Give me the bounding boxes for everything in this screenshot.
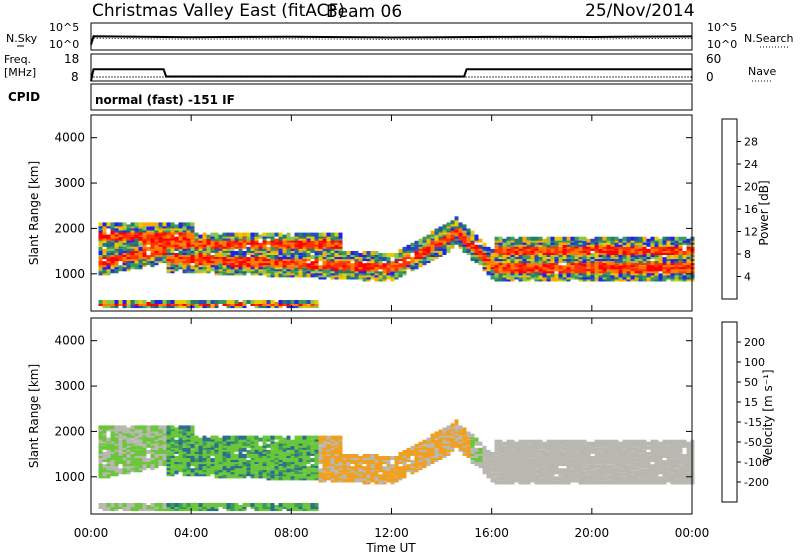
- time-tick: 00:00: [675, 526, 710, 540]
- time-tick: 04:00: [174, 526, 209, 540]
- station-title: Christmas Valley East (fitACF): [92, 1, 345, 21]
- date-title: 25/Nov/2014: [585, 1, 695, 21]
- colorbar-tick: -15: [744, 416, 762, 429]
- colorbar-tick: 100: [744, 356, 765, 369]
- velocity-heatmap: [98, 419, 695, 512]
- freq-panel: Freq. [MHz] 18 8 60 0 Nave: [4, 52, 776, 84]
- time-tick: 12:00: [374, 526, 409, 540]
- range-tick: 1000: [54, 470, 85, 484]
- nsky-tick-bottom: 10^0: [49, 38, 79, 51]
- time-tick: 08:00: [274, 526, 309, 540]
- freq-tick-bottom: 8: [71, 70, 79, 84]
- cpid-text: normal (fast) -151 IF: [95, 93, 235, 107]
- nave-tick-bottom: 0: [706, 70, 714, 84]
- range-tick: 4000: [54, 131, 85, 145]
- time-tick: 00:00: [74, 526, 109, 540]
- range-tick: 4000: [54, 334, 85, 348]
- power-heatmap: [98, 216, 695, 309]
- nsky-label: N.Sky: [6, 32, 38, 45]
- colorbar-tick: 20: [744, 181, 758, 194]
- nsearch-label: N.Search: [744, 32, 794, 45]
- nave-label: Nave: [748, 65, 776, 78]
- freq-label: Freq.: [4, 53, 31, 66]
- colorbar-tick: 4: [744, 271, 751, 284]
- x-axis: 00:00 04:00 08:00 12:00 16:00 20:00 00:00: [74, 115, 710, 540]
- colorbar-tick: 16: [744, 203, 758, 216]
- power-colorbar: 28 24 20 16 12 8 4: [721, 118, 758, 300]
- beam-title: Beam 06: [326, 2, 402, 22]
- colorbar-tick: -100: [744, 456, 769, 469]
- nsky-line: [90, 35, 693, 45]
- x-axis-label: Time UT: [365, 541, 416, 554]
- freq-unit-label: [MHz]: [4, 66, 36, 79]
- freq-tick-top: 18: [64, 52, 79, 66]
- colorbar-tick: -50: [744, 436, 762, 449]
- colorbar-tick: 12: [744, 226, 758, 239]
- noise-panel: N.Sky 10^5 10^0 10^5 10^0 N.Search: [6, 21, 794, 51]
- nsearch-tick-top: 10^5: [707, 21, 737, 34]
- time-tick: 16:00: [474, 526, 509, 540]
- cpid-panel: CPID normal (fast) -151 IF: [8, 83, 693, 111]
- freq-line: [90, 68, 692, 82]
- power-colorbar-label: Power [dB]: [757, 180, 771, 245]
- range-tick: 3000: [54, 379, 85, 393]
- velocity-panel: 4000 3000 2000 1000 Slant Range [km] 200 100…: [27, 317, 775, 515]
- nsky-tick-top: 10^5: [49, 21, 79, 34]
- colorbar-tick: 24: [744, 158, 758, 171]
- nsearch-tick-bottom: 10^0: [707, 38, 737, 51]
- colorbar-tick: 15: [744, 396, 758, 409]
- nave-tick-top: 60: [706, 52, 721, 66]
- colorbar-tick: 200: [744, 336, 765, 349]
- velocity-colorbar: 200 100 50 15 -15 -50 -100 -200: [721, 321, 769, 503]
- colorbar-tick: 50: [744, 376, 758, 389]
- power-ylabel: Slant Range [km]: [27, 161, 41, 265]
- colorbar-tick: 28: [744, 136, 758, 149]
- colorbar-tick: -200: [744, 476, 769, 489]
- range-tick: 2000: [54, 221, 85, 235]
- velocity-colorbar-label: Velocity [m s⁻¹]: [761, 369, 775, 462]
- power-panel: 4000 3000 2000 1000 Slant Range [km] 28 24 20…: [27, 114, 771, 312]
- colorbar-tick: 8: [744, 248, 751, 261]
- range-tick: 2000: [54, 424, 85, 438]
- range-tick: 1000: [54, 267, 85, 281]
- velocity-ylabel: Slant Range [km]: [27, 364, 41, 468]
- nsearch-line: [90, 37, 693, 47]
- cpid-label: CPID: [8, 90, 40, 104]
- time-tick: 20:00: [575, 526, 610, 540]
- range-tick: 3000: [54, 176, 85, 190]
